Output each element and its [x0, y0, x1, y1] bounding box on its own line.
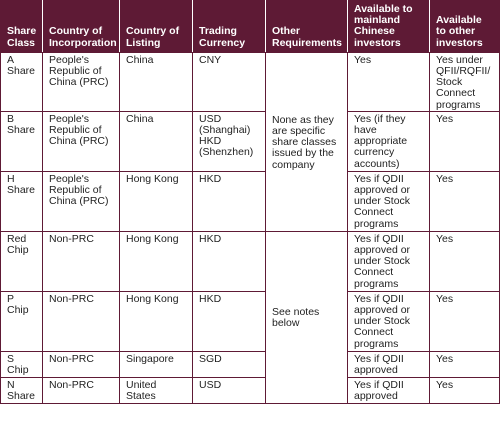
cell-available-mainland: Yes if QDII approved or under Stock Conn… [347, 170, 430, 232]
cell-share-class: A Share [0, 51, 43, 112]
cell-country-of-incorporation: People's Republic of China (PRC) [42, 51, 120, 112]
header-share-class: Share Class [0, 0, 43, 53]
header-country-of-incorporation: Country of Incorporation [42, 0, 120, 53]
cell-trading-currency: SGD [192, 350, 266, 378]
cell-available-other: Yes [429, 290, 500, 352]
cell-country-of-listing: United States [119, 376, 193, 404]
cell-available-other: Yes under QFII/RQFII/ Stock Connect prog… [429, 51, 500, 112]
cell-share-class: B Share [0, 110, 43, 172]
cell-country-of-listing: China [119, 110, 193, 172]
cell-country-of-incorporation: People's Republic of China (PRC) [42, 110, 120, 172]
cell-available-mainland: Yes [347, 51, 430, 112]
cell-trading-currency: USD (Shanghai) HKD (Shenzhen) [192, 110, 266, 172]
cell-share-class: Red Chip [0, 230, 43, 292]
table-row: N Share Non-PRC United States USD Yes if… [0, 376, 500, 404]
cell-trading-currency: HKD [192, 290, 266, 352]
table-row: P Chip Non-PRC Hong Kong HKD Yes if QDII… [0, 290, 500, 352]
cell-share-class: P Chip [0, 290, 43, 352]
table-row: S Chip Non-PRC Singapore SGD Yes if QDII… [0, 350, 500, 378]
cell-available-mainland: Yes if QDII approved or under Stock Conn… [347, 290, 430, 352]
header-other-requirements: Other Requirements [265, 0, 348, 53]
header-available-mainland: Available to mainland Chinese investors [347, 0, 430, 53]
cell-country-of-incorporation: Non-PRC [42, 376, 120, 404]
cell-trading-currency: HKD [192, 230, 266, 292]
cell-other-requirements-note-2: See notes below [265, 230, 348, 404]
cell-country-of-listing: Singapore [119, 350, 193, 378]
header-available-other: Available to other investors [429, 0, 500, 53]
cell-country-of-listing: Hong Kong [119, 290, 193, 352]
cell-country-of-incorporation: Non-PRC [42, 290, 120, 352]
cell-trading-currency: HKD [192, 170, 266, 232]
cell-available-mainland: Yes if QDII approved or under Stock Conn… [347, 230, 430, 292]
cell-available-other: Yes [429, 376, 500, 404]
cell-country-of-incorporation: Non-PRC [42, 350, 120, 378]
table-row: H Share People's Republic of China (PRC)… [0, 170, 500, 232]
header-trading-currency: Trading Currency [192, 0, 266, 53]
cell-available-other: Yes [429, 350, 500, 378]
cell-share-class: S Chip [0, 350, 43, 378]
cell-available-mainland: Yes (if they have appropriate currency a… [347, 110, 430, 172]
cell-available-other: Yes [429, 230, 500, 292]
cell-country-of-listing: Hong Kong [119, 230, 193, 292]
table-row: A Share People's Republic of China (PRC)… [0, 51, 500, 232]
cell-trading-currency: USD [192, 376, 266, 404]
cell-available-other: Yes [429, 170, 500, 232]
cell-country-of-listing: Hong Kong [119, 170, 193, 232]
header-row: Share Class Country of Incorporation Cou… [0, 0, 500, 53]
cell-available-other: Yes [429, 110, 500, 172]
cell-country-of-listing: China [119, 51, 193, 112]
table-row: Red Chip Non-PRC Hong Kong HKD See notes… [0, 230, 500, 404]
cell-other-requirements-note-1: None as they are specific share classes … [265, 51, 348, 232]
header-country-of-listing: Country of Listing [119, 0, 193, 53]
cell-trading-currency: CNY [192, 51, 266, 112]
cell-available-mainland: Yes if QDII approved [347, 350, 430, 378]
table-row: B Share People's Republic of China (PRC)… [0, 110, 500, 172]
cell-share-class: H Share [0, 170, 43, 232]
cell-country-of-incorporation: People's Republic of China (PRC) [42, 170, 120, 232]
share-class-table: Share Class Country of Incorporation Cou… [0, 0, 500, 404]
cell-available-mainland: Yes if QDII approved [347, 376, 430, 404]
cell-share-class: N Share [0, 376, 43, 404]
cell-country-of-incorporation: Non-PRC [42, 230, 120, 292]
